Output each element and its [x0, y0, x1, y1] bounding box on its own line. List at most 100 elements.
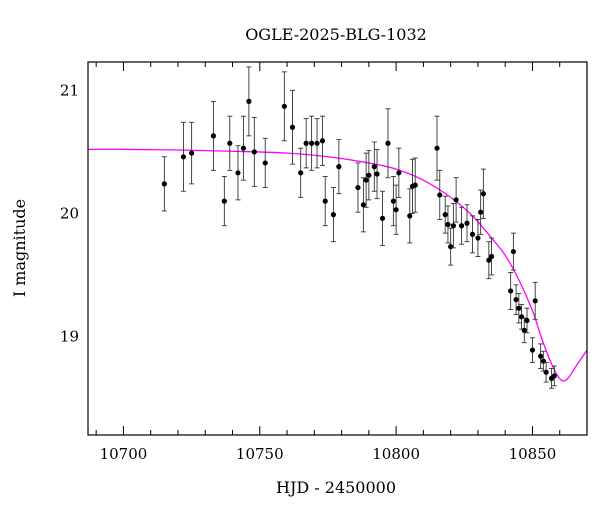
data-point-marker [532, 298, 538, 304]
data-point-marker [298, 170, 304, 176]
data-point-marker [180, 154, 187, 160]
data-point-19 [330, 187, 337, 243]
data-point-53 [516, 292, 522, 324]
data-point-marker [308, 140, 315, 146]
data-points-layer [161, 66, 557, 389]
data-point-marker [543, 369, 549, 375]
data-point-marker [189, 150, 195, 156]
data-point-22 [360, 177, 367, 233]
data-point-17 [319, 115, 326, 166]
data-point-marker [251, 149, 257, 155]
data-point-5 [227, 115, 233, 171]
data-point-21 [355, 162, 361, 213]
data-point-marker [221, 198, 227, 204]
data-point-29 [390, 176, 396, 227]
data-point-16 [314, 118, 320, 169]
data-point-marker [521, 327, 527, 333]
data-point-marker [371, 164, 377, 170]
data-point-marker [374, 171, 380, 177]
data-point-38 [445, 205, 451, 244]
data-point-18 [322, 176, 328, 227]
data-point-marker [464, 220, 470, 226]
data-point-60 [540, 350, 546, 372]
data-point-marker [289, 124, 296, 130]
data-point-13 [298, 147, 304, 198]
data-point-marker [450, 223, 456, 229]
data-point-57 [529, 337, 536, 363]
data-point-marker [434, 145, 440, 151]
data-point-1 [180, 121, 187, 192]
data-point-7 [240, 115, 247, 181]
data-point-9 [251, 116, 257, 187]
data-point-marker [540, 358, 546, 364]
data-point-14 [303, 118, 309, 169]
data-point-41 [453, 177, 459, 223]
data-point-marker [161, 181, 167, 187]
data-point-marker [281, 103, 287, 109]
data-point-marker [355, 184, 361, 191]
data-point-marker [246, 98, 252, 104]
model-curve-line [88, 148, 587, 382]
data-point-marker [366, 172, 372, 178]
x-axis-label: HJD - 2450000 [276, 478, 396, 497]
model-curve-layer [88, 148, 587, 382]
data-point-63 [551, 365, 557, 387]
y-tick-label: 21 [60, 81, 79, 99]
data-point-50 [508, 272, 514, 310]
data-point-marker [458, 223, 465, 229]
data-point-20 [336, 139, 342, 195]
data-point-0 [161, 156, 167, 212]
data-point-25 [371, 141, 377, 192]
data-point-marker [262, 160, 268, 166]
data-point-52 [513, 284, 519, 315]
data-point-36 [437, 169, 443, 221]
data-point-8 [246, 66, 252, 137]
data-point-marker [480, 191, 486, 197]
data-point-marker [516, 305, 522, 311]
data-point-marker [363, 177, 369, 183]
data-point-marker [488, 253, 495, 260]
data-point-24 [366, 150, 372, 201]
data-point-30 [393, 184, 399, 235]
data-point-61 [543, 361, 549, 383]
data-point-marker [393, 207, 399, 213]
data-point-59 [538, 343, 544, 369]
data-point-marker [412, 182, 418, 188]
y-tick-label: 19 [60, 328, 79, 346]
data-point-49 [488, 237, 495, 276]
data-point-23 [363, 152, 369, 208]
data-point-marker [538, 353, 544, 359]
data-point-marker [396, 170, 402, 176]
y-tick-label: 20 [60, 204, 79, 222]
data-point-33 [409, 158, 416, 214]
data-point-marker [319, 138, 326, 144]
axes-layer: 10700 10750 10800 10850 19 20 21 [60, 62, 588, 463]
data-point-42 [458, 206, 465, 245]
data-point-marker [210, 133, 217, 139]
chart-title: OGLE-2025-BLG-1032 [245, 25, 427, 44]
data-point-marker [453, 197, 459, 203]
data-point-marker [322, 198, 328, 204]
data-point-35 [434, 115, 440, 181]
data-point-marker [442, 212, 448, 218]
data-point-28 [385, 108, 391, 179]
data-point-marker [510, 248, 516, 255]
data-point-44 [469, 215, 476, 254]
data-point-marker [508, 288, 514, 294]
data-point-51 [510, 232, 516, 271]
data-point-marker [529, 347, 536, 353]
data-point-marker [486, 257, 492, 263]
y-axis-label: I magnitude [10, 199, 29, 297]
data-point-43 [464, 204, 470, 243]
data-point-marker [385, 140, 391, 146]
data-point-marker [379, 215, 386, 221]
data-point-marker [336, 164, 342, 170]
data-point-48 [486, 241, 492, 280]
data-point-34 [412, 157, 418, 213]
data-point-10 [262, 137, 268, 189]
data-point-marker [524, 317, 530, 324]
data-point-marker [227, 140, 233, 146]
data-point-26 [374, 148, 380, 200]
data-point-37 [442, 195, 448, 234]
